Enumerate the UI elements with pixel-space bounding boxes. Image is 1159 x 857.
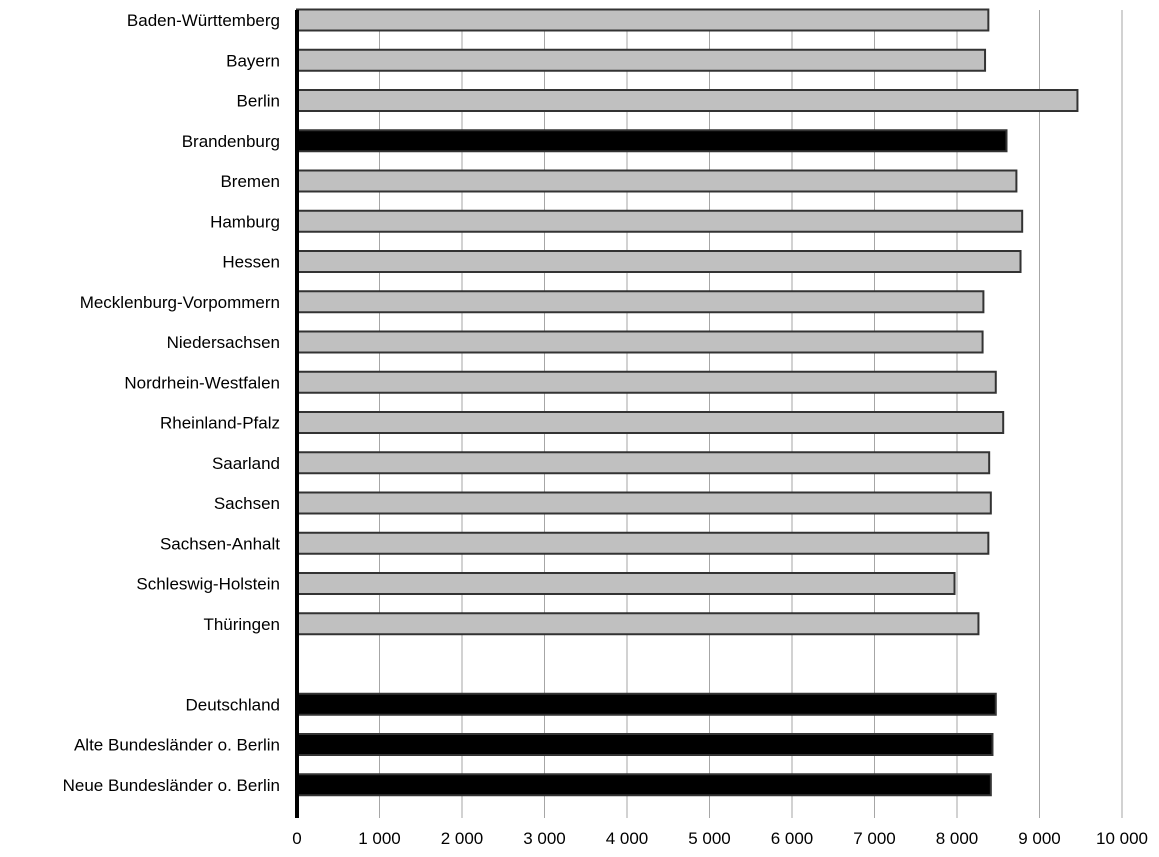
bar	[296, 89, 1079, 112]
category-label: Neue Bundesländer o. Berlin	[63, 776, 280, 795]
x-tick-label: 3 000	[523, 829, 566, 848]
category-label: Niedersachsen	[167, 333, 280, 352]
x-tick-label: 5 000	[688, 829, 731, 848]
bar	[296, 290, 985, 314]
bar	[296, 531, 990, 555]
bar	[296, 48, 987, 72]
bar	[296, 209, 1024, 233]
x-tick-label: 4 000	[606, 829, 649, 848]
x-tick-label: 8 000	[936, 829, 979, 848]
bar	[296, 8, 990, 32]
bar	[296, 692, 997, 716]
category-label: Nordrhein-Westfalen	[124, 373, 280, 392]
x-tick-label: 1 000	[358, 829, 401, 848]
bar	[296, 250, 1022, 273]
x-tick-label: 6 000	[771, 829, 814, 848]
bar	[296, 129, 1008, 153]
x-axis-tick-labels: 0 1 000 2 000 3 000 4 000 5 000 6 000 7 000 8 00…	[292, 829, 1148, 848]
bar	[296, 451, 991, 475]
category-label: Bayern	[226, 51, 280, 70]
category-label: Hessen	[222, 253, 280, 272]
bar	[296, 491, 992, 515]
x-tick-label: 9 000	[1018, 829, 1061, 848]
x-tick-label: 10 000	[1096, 829, 1148, 848]
x-tick-label: 0	[292, 829, 301, 848]
category-label: Mecklenburg-Vorpommern	[80, 293, 280, 312]
bar	[296, 773, 992, 797]
bar	[296, 370, 997, 394]
category-label: Berlin	[237, 92, 280, 111]
category-label: Thüringen	[203, 615, 280, 634]
x-tick-label: 2 000	[441, 829, 484, 848]
category-label: Saarland	[212, 454, 280, 473]
category-label: Hamburg	[210, 212, 280, 231]
bar	[296, 612, 980, 636]
x-tick-label: 7 000	[853, 829, 896, 848]
category-label: Alte Bundesländer o. Berlin	[74, 736, 280, 755]
category-label: Schleswig-Holstein	[136, 575, 280, 594]
bar	[296, 411, 1005, 434]
category-label: Sachsen	[214, 494, 280, 513]
category-label: Sachsen-Anhalt	[160, 534, 280, 553]
bar-layer	[296, 8, 1079, 797]
category-labels: Baden-Württemberg Bayern Berlin Brandenburg…	[63, 11, 281, 795]
bar	[296, 330, 984, 354]
category-label: Baden-Württemberg	[127, 11, 280, 30]
category-label: Bremen	[220, 172, 280, 191]
bar	[296, 169, 1018, 193]
bar	[296, 572, 956, 595]
category-label: Rheinland-Pfalz	[160, 414, 280, 433]
bar	[296, 733, 994, 756]
category-label: Deutschland	[185, 695, 280, 714]
category-label: Brandenburg	[182, 132, 280, 151]
